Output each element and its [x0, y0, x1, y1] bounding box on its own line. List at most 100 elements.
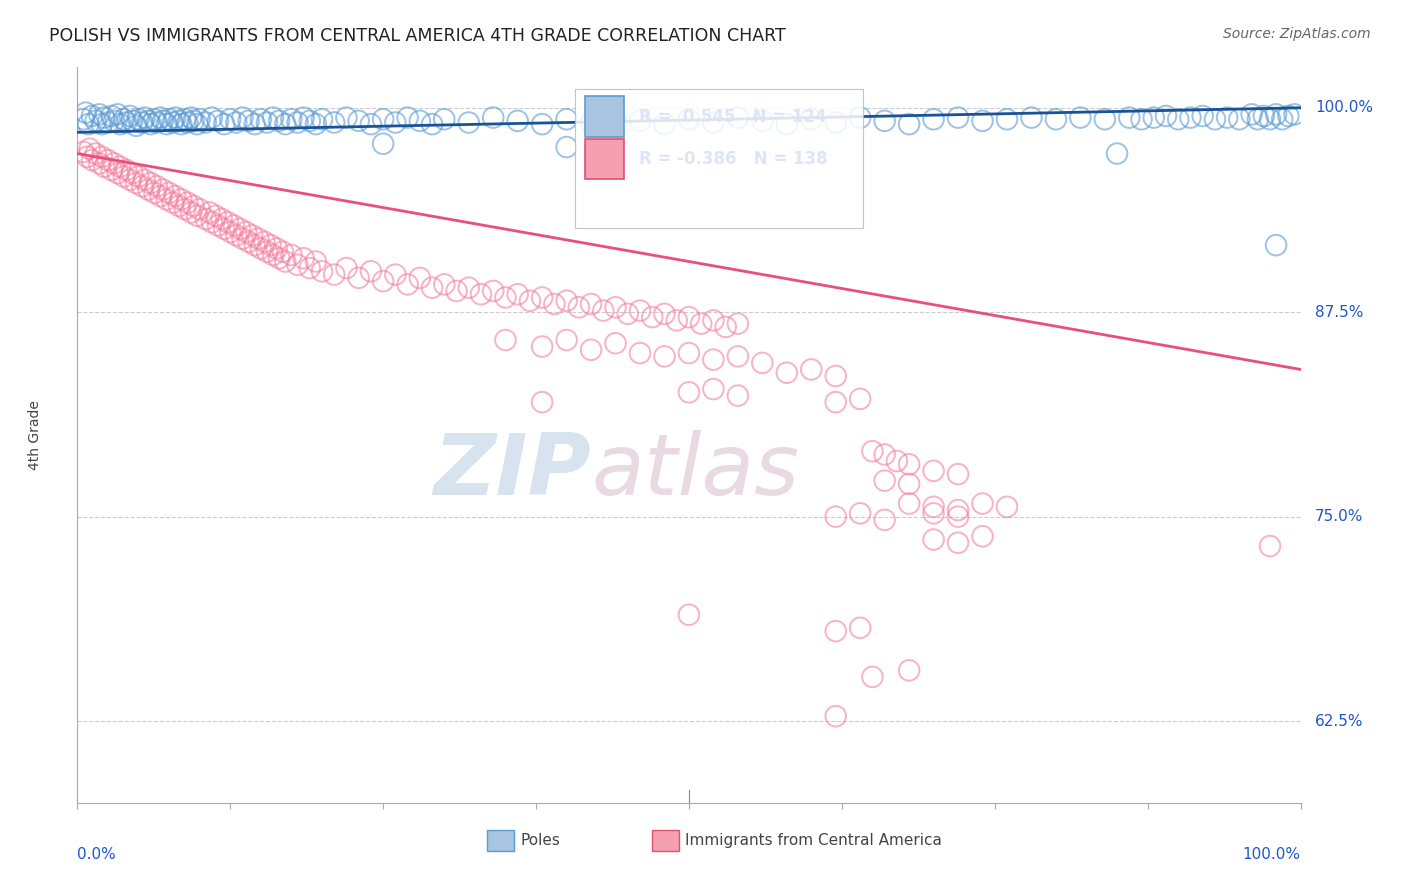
- Text: atlas: atlas: [591, 430, 799, 513]
- Point: [180, 205, 202, 219]
- Point: [262, 248, 284, 262]
- Point: [100, 109, 122, 123]
- Point: [194, 115, 217, 129]
- Point: [269, 113, 291, 128]
- Text: Poles: Poles: [520, 833, 560, 847]
- Point: [1216, 111, 1239, 125]
- Point: [212, 221, 235, 235]
- Text: 0.0%: 0.0%: [77, 847, 117, 862]
- Point: [112, 112, 135, 127]
- Point: [824, 624, 846, 638]
- Point: [266, 241, 288, 255]
- Point: [93, 111, 115, 125]
- Point: [1118, 111, 1140, 125]
- Point: [136, 182, 159, 196]
- Point: [568, 300, 591, 314]
- Point: [946, 467, 969, 481]
- Point: [898, 117, 921, 131]
- Point: [531, 395, 554, 409]
- Point: [77, 117, 100, 131]
- Point: [125, 119, 148, 133]
- Point: [457, 280, 479, 294]
- Point: [972, 496, 994, 510]
- Point: [641, 310, 664, 324]
- FancyBboxPatch shape: [652, 830, 679, 851]
- Point: [212, 117, 235, 131]
- Point: [617, 307, 640, 321]
- Point: [80, 109, 103, 123]
- Point: [446, 284, 468, 298]
- Text: R = -0.386   N = 138: R = -0.386 N = 138: [638, 150, 827, 169]
- Point: [108, 160, 131, 174]
- Point: [665, 313, 688, 327]
- Point: [972, 529, 994, 543]
- Point: [211, 211, 233, 226]
- Point: [1154, 109, 1177, 123]
- Point: [751, 113, 773, 128]
- Point: [107, 166, 129, 180]
- Point: [457, 115, 479, 129]
- Point: [995, 112, 1018, 127]
- Point: [157, 112, 180, 127]
- FancyBboxPatch shape: [486, 830, 515, 851]
- Point: [628, 303, 651, 318]
- Point: [898, 496, 921, 510]
- Point: [605, 111, 627, 125]
- Point: [80, 153, 103, 167]
- Point: [800, 362, 823, 376]
- Point: [225, 228, 247, 243]
- Point: [922, 533, 945, 547]
- Point: [1271, 112, 1294, 127]
- Point: [1284, 107, 1306, 121]
- Point: [1265, 107, 1288, 121]
- Point: [156, 117, 179, 131]
- Point: [495, 290, 517, 304]
- Text: Immigrants from Central America: Immigrants from Central America: [685, 833, 942, 847]
- Point: [72, 145, 94, 159]
- Point: [280, 112, 302, 127]
- Point: [131, 115, 153, 129]
- Text: R =  0.545   N = 124: R = 0.545 N = 124: [638, 108, 827, 126]
- Point: [127, 112, 149, 127]
- Point: [298, 113, 321, 128]
- Point: [1229, 112, 1251, 127]
- Point: [131, 179, 153, 194]
- Point: [127, 169, 149, 184]
- Point: [174, 202, 197, 216]
- Point: [678, 385, 700, 400]
- Point: [1277, 109, 1299, 123]
- Point: [240, 228, 263, 243]
- Point: [579, 343, 602, 357]
- Point: [849, 621, 872, 635]
- Point: [873, 474, 896, 488]
- Point: [165, 111, 187, 125]
- Point: [898, 457, 921, 471]
- Point: [420, 280, 443, 294]
- Point: [898, 476, 921, 491]
- Point: [186, 209, 208, 223]
- Text: POLISH VS IMMIGRANTS FROM CENTRAL AMERICA 4TH GRADE CORRELATION CHART: POLISH VS IMMIGRANTS FROM CENTRAL AMERIC…: [49, 27, 786, 45]
- Point: [121, 113, 143, 128]
- Point: [201, 111, 224, 125]
- Point: [176, 195, 198, 210]
- Point: [409, 113, 432, 128]
- Point: [873, 513, 896, 527]
- Point: [139, 176, 162, 190]
- Point: [271, 244, 294, 259]
- Point: [946, 111, 969, 125]
- Point: [156, 192, 179, 206]
- Point: [873, 447, 896, 461]
- Point: [702, 352, 724, 367]
- Point: [727, 317, 749, 331]
- Point: [531, 117, 554, 131]
- Point: [75, 105, 97, 120]
- Point: [579, 297, 602, 311]
- Point: [149, 111, 172, 125]
- Point: [360, 117, 382, 131]
- Point: [824, 709, 846, 723]
- Point: [531, 339, 554, 353]
- Point: [628, 113, 651, 128]
- Point: [134, 172, 156, 186]
- Point: [678, 346, 700, 360]
- Point: [1258, 539, 1281, 553]
